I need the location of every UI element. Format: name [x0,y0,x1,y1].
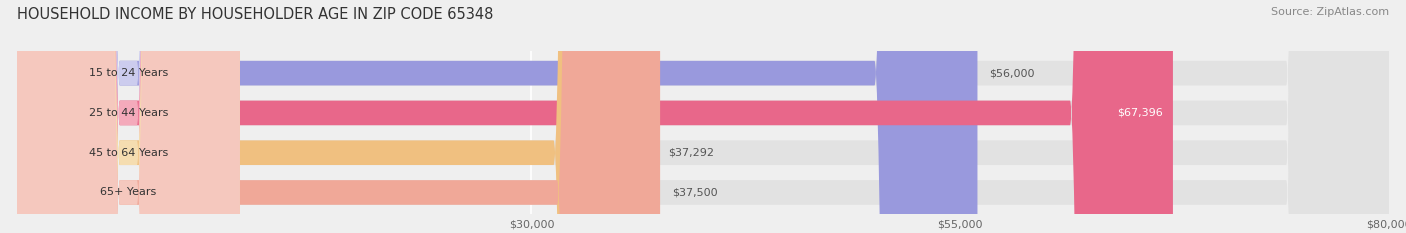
Text: $37,500: $37,500 [672,188,717,198]
Text: $56,000: $56,000 [990,68,1035,78]
FancyBboxPatch shape [17,0,240,233]
Text: 25 to 44 Years: 25 to 44 Years [89,108,169,118]
FancyBboxPatch shape [17,0,240,233]
FancyBboxPatch shape [17,0,661,233]
FancyBboxPatch shape [17,0,977,233]
FancyBboxPatch shape [17,0,1389,233]
FancyBboxPatch shape [17,0,657,233]
Text: Source: ZipAtlas.com: Source: ZipAtlas.com [1271,7,1389,17]
FancyBboxPatch shape [17,0,1173,233]
Text: $67,396: $67,396 [1116,108,1163,118]
Text: 15 to 24 Years: 15 to 24 Years [89,68,167,78]
FancyBboxPatch shape [17,0,1389,233]
Text: HOUSEHOLD INCOME BY HOUSEHOLDER AGE IN ZIP CODE 65348: HOUSEHOLD INCOME BY HOUSEHOLDER AGE IN Z… [17,7,494,22]
FancyBboxPatch shape [17,0,240,233]
FancyBboxPatch shape [17,0,1389,233]
Text: $37,292: $37,292 [669,148,714,158]
FancyBboxPatch shape [17,0,240,233]
FancyBboxPatch shape [17,0,1389,233]
Text: 65+ Years: 65+ Years [100,188,156,198]
Text: 45 to 64 Years: 45 to 64 Years [89,148,167,158]
